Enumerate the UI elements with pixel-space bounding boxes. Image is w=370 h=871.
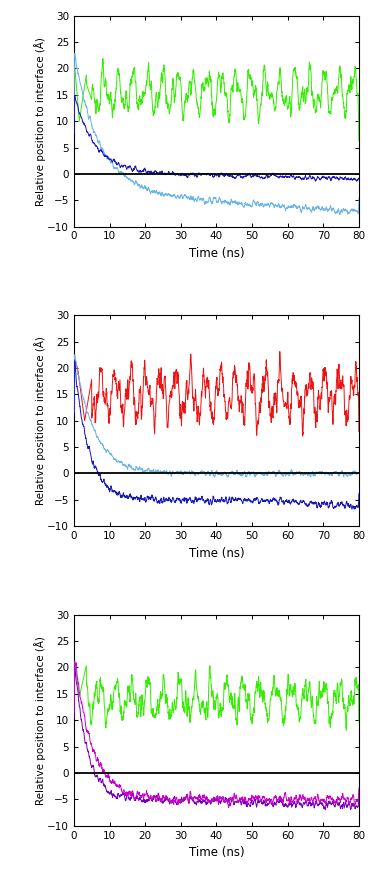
X-axis label: Time (ns): Time (ns) <box>189 846 244 859</box>
Y-axis label: Relative position to interface (Å): Relative position to interface (Å) <box>34 37 46 206</box>
Y-axis label: Relative position to interface (Å): Relative position to interface (Å) <box>34 636 46 805</box>
X-axis label: Time (ns): Time (ns) <box>189 547 244 559</box>
X-axis label: Time (ns): Time (ns) <box>189 247 244 260</box>
Y-axis label: Relative position to interface (Å): Relative position to interface (Å) <box>34 336 46 505</box>
